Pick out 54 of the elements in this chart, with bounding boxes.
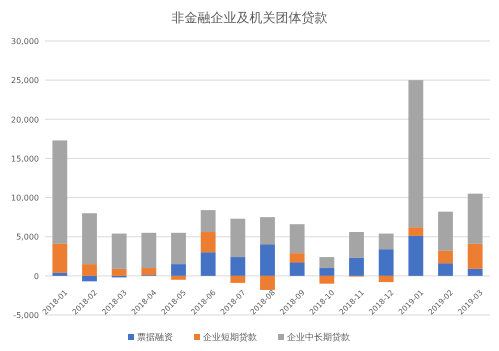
bar bbox=[230, 257, 246, 276]
bar bbox=[438, 212, 453, 251]
bar bbox=[438, 250, 453, 264]
bar bbox=[82, 264, 97, 276]
bar bbox=[260, 244, 275, 276]
bar bbox=[319, 276, 334, 284]
y-tick-label: 10,000 bbox=[11, 194, 39, 203]
bar bbox=[82, 213, 97, 264]
bar bbox=[438, 263, 453, 276]
bar bbox=[378, 276, 394, 282]
bar bbox=[378, 249, 394, 276]
bar bbox=[52, 244, 68, 273]
bar bbox=[349, 232, 364, 258]
bar bbox=[230, 276, 246, 283]
bar bbox=[290, 224, 305, 254]
bar bbox=[171, 232, 186, 264]
bar bbox=[378, 234, 394, 250]
bar bbox=[468, 268, 483, 276]
bar bbox=[200, 232, 216, 252]
bar bbox=[290, 262, 305, 276]
bar bbox=[230, 218, 246, 258]
bar bbox=[112, 234, 127, 269]
y-tick-label: -5,000 bbox=[13, 311, 39, 320]
bar bbox=[468, 244, 483, 269]
bar bbox=[319, 268, 334, 276]
bar bbox=[141, 232, 156, 268]
bar bbox=[349, 258, 364, 276]
legend-label: 企业短期贷款 bbox=[203, 332, 257, 343]
bar bbox=[408, 227, 424, 236]
bar bbox=[171, 264, 186, 276]
y-tick-label: 25,000 bbox=[11, 76, 39, 86]
bar bbox=[408, 80, 424, 228]
bar bbox=[52, 272, 68, 276]
bar bbox=[52, 140, 68, 244]
bar bbox=[141, 268, 156, 276]
bar bbox=[260, 217, 275, 245]
chart-title: 非金融企业及机关团体贷款 bbox=[172, 11, 328, 26]
bar bbox=[200, 252, 216, 276]
bar bbox=[290, 253, 305, 263]
y-tick-label: 20,000 bbox=[11, 115, 39, 124]
y-tick-label: 5,000 bbox=[16, 232, 39, 242]
bar bbox=[171, 276, 186, 280]
bar bbox=[408, 236, 424, 276]
bar bbox=[468, 194, 483, 244]
bar bbox=[260, 276, 275, 290]
bar bbox=[82, 276, 97, 282]
y-tick-label: 30,000 bbox=[11, 37, 39, 46]
bar bbox=[319, 257, 334, 268]
legend-label: 企业中长期贷款 bbox=[287, 332, 350, 343]
legend-label: 票据融资 bbox=[137, 332, 173, 343]
bar bbox=[200, 210, 216, 232]
y-tick-label: 15,000 bbox=[11, 154, 39, 164]
bar bbox=[112, 268, 127, 276]
y-tick-label: 0 bbox=[34, 272, 39, 281]
